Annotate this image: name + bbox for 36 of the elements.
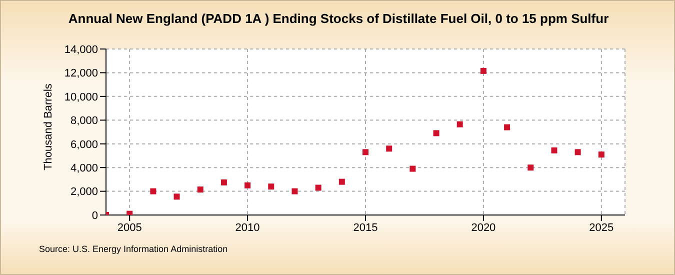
y-tick-label: 0 <box>92 210 98 222</box>
x-tick-label: 2010 <box>235 222 260 234</box>
point <box>433 130 440 136</box>
y-tick-label: 6,000 <box>70 138 98 151</box>
point <box>574 149 581 156</box>
point <box>456 121 463 128</box>
point <box>480 68 486 74</box>
point <box>315 184 322 191</box>
point <box>174 194 180 200</box>
y-axis-title: Thousand Barrels <box>42 84 54 170</box>
point <box>268 184 274 190</box>
y-tick-label: 2,000 <box>70 186 98 198</box>
point <box>386 146 392 152</box>
point <box>551 147 558 154</box>
point <box>504 124 510 130</box>
point <box>220 179 227 186</box>
y-tick-label: 8,000 <box>70 115 98 128</box>
chart-title: Annual New England (PADD 1A ) Ending Stocks of Distillate Fuel Oil, 0 to 15 ppm Sulfur <box>67 11 610 26</box>
point <box>362 149 368 156</box>
point <box>244 182 251 188</box>
x-tick-label: 2025 <box>589 222 614 234</box>
x-tick-label: 2020 <box>471 222 496 234</box>
point <box>410 166 416 172</box>
x-tick-label: 2005 <box>117 222 142 234</box>
point <box>150 188 156 194</box>
point <box>528 164 534 171</box>
y-tick-label: 12,000 <box>64 68 98 80</box>
point <box>197 186 204 193</box>
x-tick-label: 2015 <box>353 222 378 234</box>
point <box>292 188 298 194</box>
y-tick-label: 4,000 <box>70 162 98 174</box>
point <box>598 152 604 158</box>
point <box>338 178 345 185</box>
y-tick-label: 10,000 <box>64 91 98 104</box>
y-tick-label: 14,000 <box>64 44 98 56</box>
source-note: Source: U.S. Energy Information Administration <box>39 244 228 254</box>
